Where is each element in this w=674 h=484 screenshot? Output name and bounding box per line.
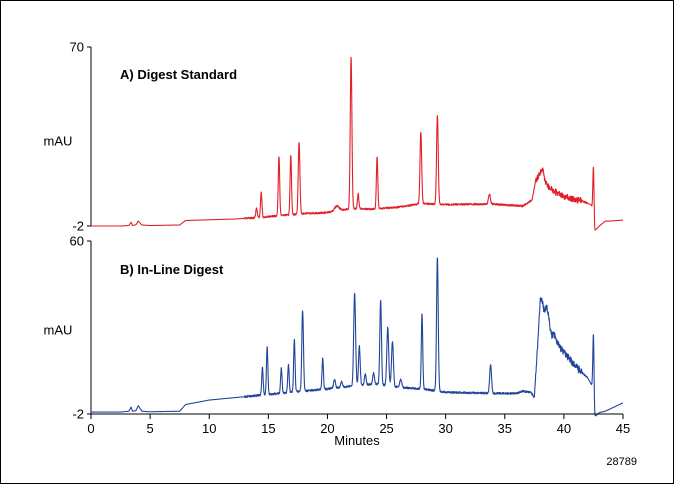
panel-a-ytick-label-top: 70 — [70, 40, 84, 55]
x-tick-label-45: 45 — [616, 421, 630, 436]
panel-in-line-digest: 60 -2 mAU B) In-Line Digest 0 5 10 15 20 25 30… — [44, 234, 631, 449]
x-tick-label-0: 0 — [87, 421, 94, 436]
panel-a-ytick-label-bottom: -2 — [72, 219, 84, 234]
x-tick-label-40: 40 — [557, 421, 571, 436]
panel-a-ylabel: mAU — [44, 134, 73, 149]
panel-b-ytick-label-top: 60 — [70, 234, 84, 249]
x-tick-label-35: 35 — [498, 421, 512, 436]
panel-b-ytick-label-bottom: -2 — [72, 407, 84, 422]
x-tick-label-20: 20 — [320, 421, 334, 436]
x-tick-label-5: 5 — [146, 421, 153, 436]
x-tick-group: 0 5 10 15 20 25 30 35 40 45 — [87, 414, 630, 436]
panel-a-title: A) Digest Standard — [120, 67, 237, 82]
panel-a-trace — [90, 56, 624, 231]
x-tick-label-15: 15 — [261, 421, 275, 436]
figure-id-label: 28789 — [606, 456, 637, 468]
panel-b-trace — [90, 257, 624, 417]
x-tick-label-30: 30 — [438, 421, 452, 436]
x-axis-label: Minutes — [334, 433, 380, 448]
x-tick-label-25: 25 — [379, 421, 393, 436]
panel-digest-standard: 70 -2 mAU A) Digest Standard — [44, 40, 624, 234]
panel-b-title: B) In-Line Digest — [120, 262, 224, 277]
x-tick-label-10: 10 — [202, 421, 216, 436]
panel-b-ylabel: mAU — [44, 323, 73, 338]
